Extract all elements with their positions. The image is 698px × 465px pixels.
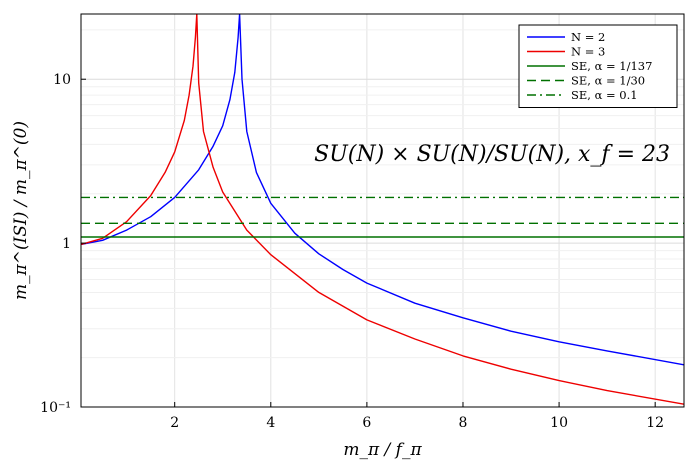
x-tick-label: 6 (362, 415, 371, 431)
x-tick-label: 8 (459, 415, 468, 431)
series-line-2 (81, 14, 684, 405)
x-axis-title: m_π / f_π (343, 440, 422, 460)
y-axis-title: m_π^(ISI) / m_π^(0) (11, 121, 31, 300)
series-layer (81, 14, 684, 405)
legend-entry: SE, α = 1/137 (571, 59, 652, 73)
axis-ticks: 2 4 6 8 10 12 10⁻¹ 1 10 (40, 72, 664, 431)
y-tick-label: 10 (53, 72, 71, 88)
y-tick-label: 10⁻¹ (40, 400, 71, 416)
legend-entry: N = 3 (571, 45, 605, 59)
x-tick-label: 10 (550, 415, 568, 431)
x-tick-label: 4 (266, 415, 275, 431)
annotation-label: SU(N) × SU(N)/SU(N), x_f = 23 (314, 142, 670, 167)
series-line-1 (81, 14, 684, 366)
legend-entry: N = 2 (571, 30, 605, 44)
x-tick-label: 12 (646, 415, 664, 431)
y-tick-label: 1 (62, 236, 71, 252)
legend-entry: SE, α = 0.1 (571, 88, 638, 102)
x-tick-label: 2 (170, 415, 179, 431)
plot-frame (80, 13, 685, 408)
legend-entry: SE, α = 1/30 (571, 74, 645, 88)
